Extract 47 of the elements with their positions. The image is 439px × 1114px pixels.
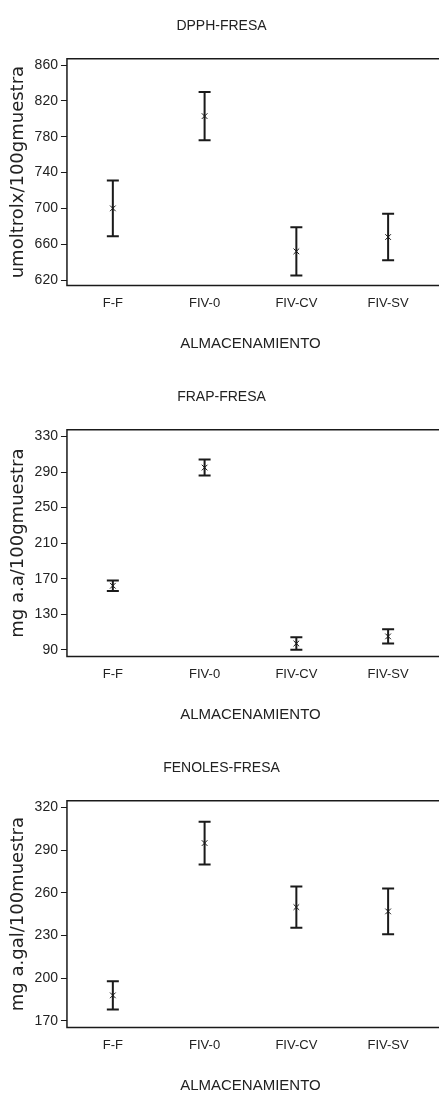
y-tick-label: 170: [34, 1011, 59, 1028]
y-tick-label: 130: [34, 605, 59, 622]
y-axis-title: mg a.a/100gmuestra: [6, 448, 28, 638]
x-tick-label: FIV-0: [189, 665, 221, 681]
chart-title: FENOLES-FRESA: [163, 759, 281, 776]
x-tick-label: FIV-CV: [275, 665, 318, 681]
x-tick-label: FIV-0: [189, 294, 221, 310]
point: [201, 839, 208, 847]
y-tick-label: 700: [34, 199, 59, 216]
x-tick-label: FIV-SV: [367, 294, 410, 310]
point: [384, 908, 392, 915]
y-tick-label: 330: [34, 427, 59, 444]
y-tick-label: 290: [34, 841, 59, 858]
y-tick-label: 620: [34, 270, 59, 287]
point: [109, 992, 117, 999]
x-tick-label: FIV-CV: [275, 1036, 318, 1052]
y-tick-label: 200: [34, 969, 59, 986]
x-axis-title: ALMACENAMIENTO: [180, 705, 321, 723]
y-tick-label: 660: [34, 235, 59, 252]
point: [109, 205, 117, 212]
x-tick-label: FIV-SV: [367, 1036, 410, 1052]
x-axis-title: ALMACENAMIENTO: [180, 1076, 321, 1094]
y-tick-label: 260: [34, 883, 59, 900]
y-tick-label: 290: [34, 462, 59, 479]
y-tick-label: 860: [34, 55, 59, 72]
point: [293, 903, 300, 911]
y-tick-label: 210: [34, 533, 59, 550]
x-tick-label: F-F: [102, 294, 123, 310]
y-tick-label: 740: [34, 163, 59, 180]
chart-title: FRAP-FRESA: [177, 388, 267, 405]
y-tick-label: 250: [34, 498, 59, 515]
y-tick-label: 90: [42, 640, 59, 657]
y-axis-title: umoltrolx/100gmuestra: [6, 65, 28, 279]
y-tick-label: 230: [34, 926, 59, 943]
x-tick-label: FIV-0: [189, 1036, 221, 1052]
point: [201, 112, 208, 120]
chart-title: DPPH-FRESA: [176, 17, 268, 34]
x-tick-label: F-F: [102, 665, 123, 681]
x-axis-title: ALMACENAMIENTO: [180, 334, 321, 352]
y-tick-label: 170: [34, 569, 59, 586]
x-tick-label: FIV-SV: [367, 665, 410, 681]
y-tick-label: 820: [34, 91, 59, 108]
x-tick-label: F-F: [102, 1036, 123, 1052]
x-tick-label: FIV-CV: [275, 294, 318, 310]
y-tick-label: 780: [34, 127, 59, 144]
y-axis-title: mg a.gal/100muestra: [6, 817, 28, 1012]
y-tick-label: 320: [34, 798, 59, 815]
